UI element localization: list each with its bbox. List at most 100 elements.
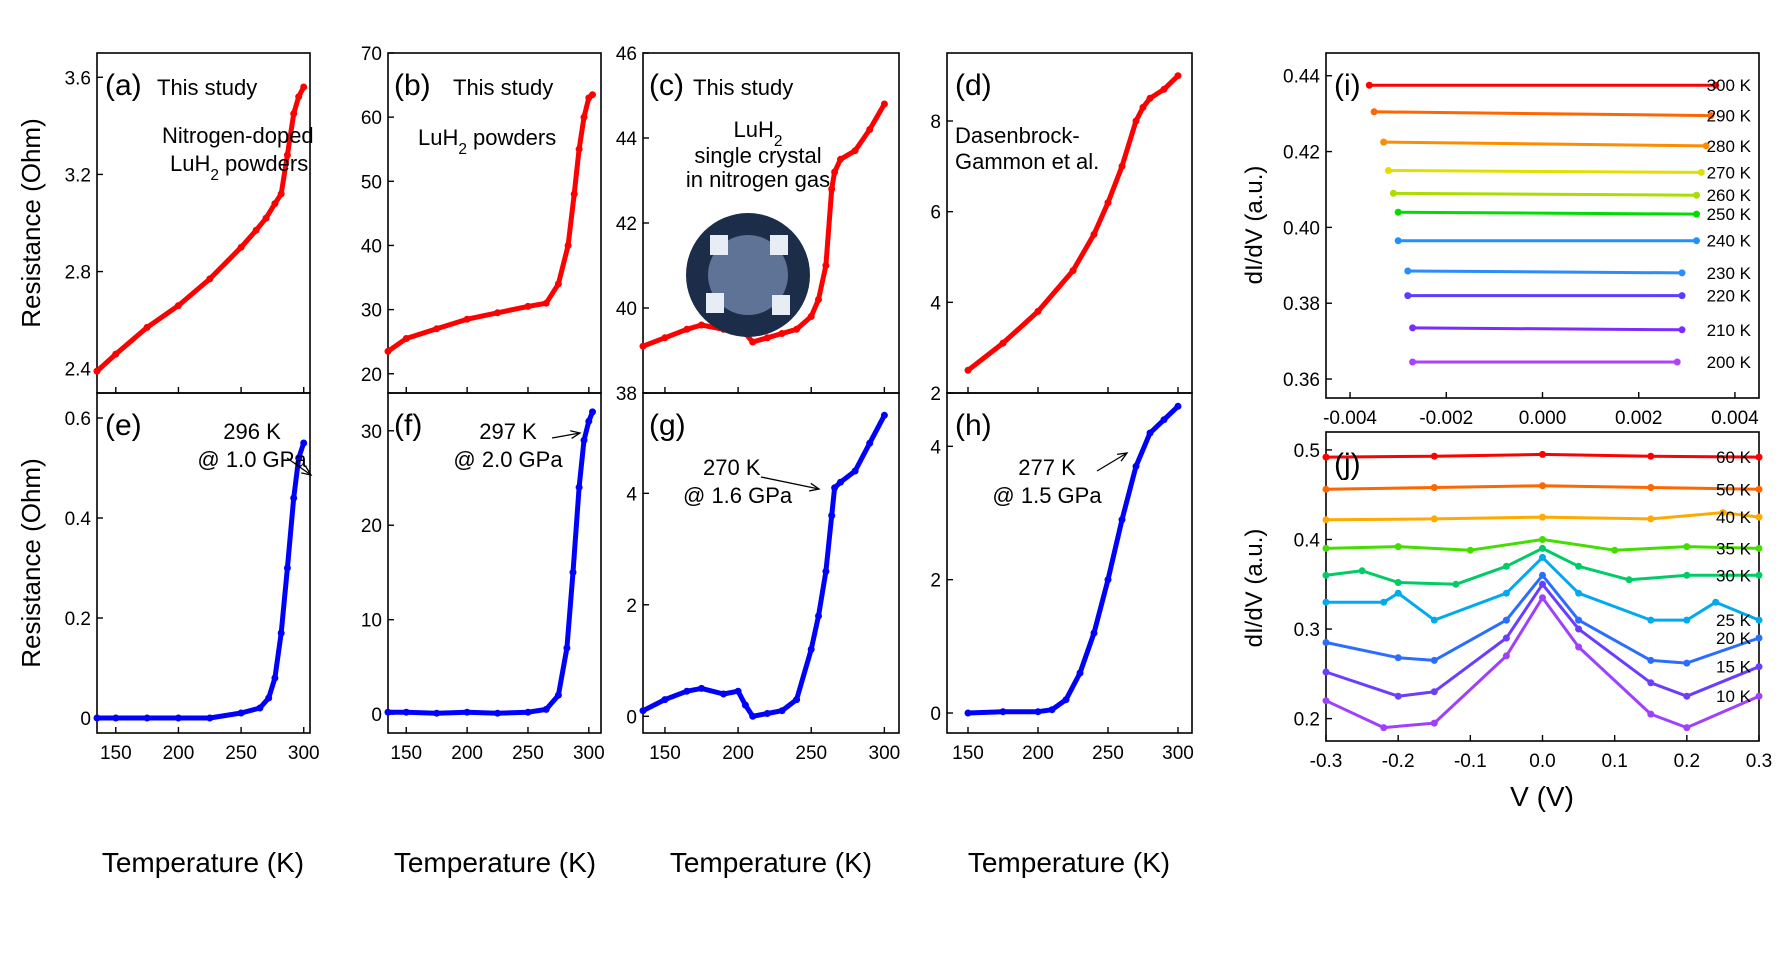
data-point <box>1683 571 1691 579</box>
annotation-text: This study <box>157 75 257 100</box>
annotation-text: Nitrogen-doped <box>162 123 314 148</box>
data-point <box>1755 544 1763 552</box>
data-point <box>822 567 830 575</box>
data-point <box>1404 292 1412 300</box>
data-point <box>763 710 771 717</box>
data-point <box>1702 142 1710 150</box>
data-point <box>822 262 830 269</box>
series-line <box>94 440 307 721</box>
x-tick-label: 0.002 <box>1615 408 1663 429</box>
data-point <box>206 275 214 283</box>
data-point <box>1712 598 1720 606</box>
data-point <box>1755 485 1763 493</box>
annotation-arrowhead <box>301 466 313 476</box>
data-point <box>1673 358 1681 366</box>
data-point <box>277 190 285 198</box>
series-line <box>1324 511 1761 522</box>
panel-b: 20 30 40 50 60 70 (b) This study LuH2 powders <box>361 44 602 394</box>
data-point <box>290 494 298 502</box>
data-point <box>433 709 441 717</box>
data-point <box>252 226 260 234</box>
data-point <box>93 367 101 375</box>
annotation-arrow <box>760 476 820 490</box>
data-point <box>866 439 874 447</box>
data-point <box>1380 598 1388 606</box>
data-point <box>1430 452 1438 460</box>
data-point <box>1647 616 1655 624</box>
data-point <box>1678 292 1686 300</box>
data-point <box>1755 571 1763 579</box>
data-point <box>741 701 749 709</box>
y-tick-label: 2 <box>626 596 637 617</box>
data-point <box>237 243 245 251</box>
annotation-text: single crystal <box>694 143 821 168</box>
series-line <box>1391 191 1698 197</box>
data-point <box>524 708 532 716</box>
y-tick-label: 10 <box>361 611 382 632</box>
data-point <box>384 708 392 716</box>
data-point <box>277 629 285 637</box>
x-axis-title-voltage: V (V) <box>1510 781 1574 812</box>
x-tick-label: 250 <box>795 743 827 764</box>
y-tick-label: 40 <box>361 236 382 257</box>
data-point <box>463 315 471 323</box>
series-line <box>1372 110 1713 118</box>
annotation-text: Gammon et al. <box>955 149 1099 174</box>
series-label: 230 K <box>1707 264 1752 283</box>
data-point <box>1090 629 1098 637</box>
x-axis-title-temperature: Temperature (K) <box>394 847 596 878</box>
data-point <box>1404 267 1412 275</box>
data-point <box>1118 516 1126 524</box>
series-label: 20 K <box>1716 629 1752 648</box>
data-point <box>554 280 562 288</box>
data-point <box>542 705 550 713</box>
x-tick-label: 200 <box>722 743 754 764</box>
data-point <box>1146 429 1154 437</box>
x-tick-label: 250 <box>225 743 257 764</box>
data-point <box>1394 543 1402 551</box>
series-label: 30 K <box>1716 566 1752 585</box>
panel-label: (g) <box>649 409 686 442</box>
panel-f: 0 10 20 30 150 200 250 300 (f) 297 K @ 2.0 GPa <box>361 392 605 764</box>
data-point <box>1389 189 1397 197</box>
series-label: 300 K <box>1707 76 1752 95</box>
data-point <box>1693 237 1700 245</box>
data-point <box>1430 688 1438 696</box>
data-point <box>1174 402 1182 410</box>
x-tick-label: 300 <box>573 743 605 764</box>
plot-frame <box>96 392 311 734</box>
y-tick-label: 0.4 <box>65 509 92 530</box>
data-point <box>265 694 273 702</box>
data-point <box>1160 85 1168 93</box>
data-point <box>1755 663 1763 671</box>
data-point <box>1647 452 1655 460</box>
series-label: 250 K <box>1707 205 1752 224</box>
y-tick-label: 0.40 <box>1283 218 1320 239</box>
data-point <box>837 478 844 486</box>
plot-frame <box>946 52 1193 394</box>
data-point <box>749 338 757 346</box>
series-label: 270 K <box>1707 163 1752 182</box>
data-point <box>698 321 705 329</box>
panel-label: (i) <box>1334 69 1361 102</box>
y-axis-title-resistance-bottom: Resistance (Ohm) <box>16 458 46 668</box>
data-point <box>1539 571 1546 579</box>
data-point <box>463 708 471 716</box>
data-point <box>1034 307 1042 315</box>
y-tick-label: 0.2 <box>65 609 91 630</box>
data-point <box>1697 168 1705 176</box>
data-point <box>1755 692 1763 700</box>
data-point <box>271 200 279 208</box>
data-point <box>1575 589 1583 597</box>
y-axis-title-didv-bottom: dI/dV (a.u.) <box>1241 529 1268 648</box>
x-tick-label: -0.1 <box>1454 751 1487 772</box>
data-point <box>575 145 583 153</box>
data-point <box>262 214 270 222</box>
data-point <box>1358 567 1366 575</box>
y-tick-label: 46 <box>616 44 637 65</box>
y-tick-label: 50 <box>361 172 382 193</box>
y-tick-label: 70 <box>361 44 382 65</box>
annotation-text: LuH2 <box>734 117 783 150</box>
y-tick-label: 38 <box>616 384 637 405</box>
